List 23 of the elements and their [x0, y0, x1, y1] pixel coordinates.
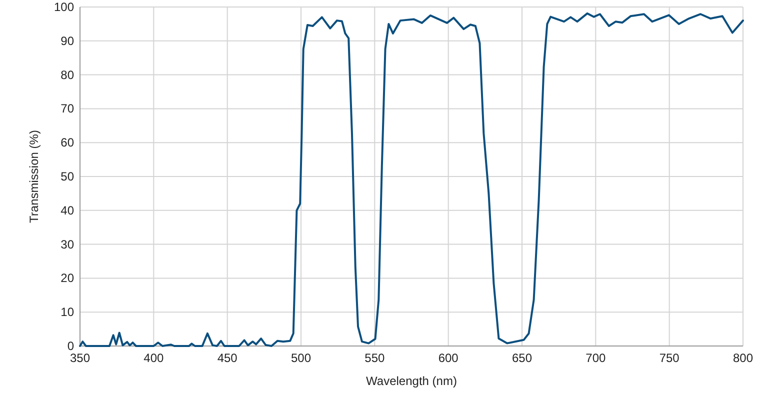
x-axis-title: Wavelength (nm) [366, 374, 457, 388]
y-tick-label: 50 [60, 170, 74, 184]
y-tick-label: 10 [60, 305, 74, 320]
y-tick-label: 40 [60, 203, 74, 218]
x-tick-label: 350 [70, 351, 90, 365]
y-tick-label: 20 [60, 271, 74, 286]
y-tick-label: 0 [67, 339, 74, 353]
y-tick-label: 80 [60, 68, 74, 82]
y-tick-label: 30 [60, 237, 74, 252]
x-tick-label: 650 [512, 351, 532, 365]
x-tick-label: 600 [438, 351, 459, 365]
x-tick-label: 400 [144, 351, 164, 365]
y-axis-title: Transmission (%) [27, 130, 41, 223]
x-tick-label: 800 [732, 351, 754, 365]
x-tick-label: 500 [290, 351, 312, 365]
x-tick-label: 450 [217, 351, 238, 365]
y-tick-label: 90 [60, 34, 74, 48]
x-tick-label: 550 [364, 351, 385, 365]
x-tick-label: 700 [586, 351, 606, 365]
y-tick-label: 100 [54, 0, 74, 14]
x-tick-label: 750 [659, 351, 680, 365]
y-tick-label: 60 [60, 136, 74, 150]
y-tick-label: 70 [60, 102, 74, 116]
